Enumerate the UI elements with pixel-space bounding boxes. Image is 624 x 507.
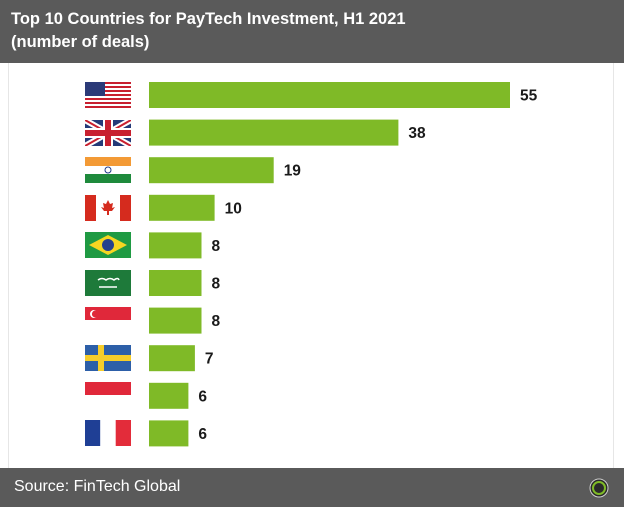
flag-brazil-icon <box>85 232 131 258</box>
chart-footer: Source: FinTech Global <box>0 468 624 507</box>
bar-singapore <box>149 307 202 334</box>
bar-united-states <box>149 82 510 108</box>
value-label-indonesia: 6 <box>198 388 207 405</box>
value-label-united-kingdom: 38 <box>408 125 426 142</box>
flag-singapore-icon <box>85 307 131 333</box>
flag-us-icon <box>85 82 131 108</box>
bar-france <box>149 420 189 447</box>
bars-group <box>149 82 510 447</box>
flag-indonesia-icon <box>85 382 131 408</box>
chart-header: Top 10 Countries for PayTech Investment,… <box>0 0 624 63</box>
value-label-singapore: 8 <box>212 313 221 330</box>
bar-indonesia <box>149 382 189 409</box>
value-label-saudi-arabia: 8 <box>212 276 221 293</box>
fintech-global-logo-icon <box>589 478 609 498</box>
bar-saudi-arabia <box>149 270 202 296</box>
value-label-india: 19 <box>284 163 302 180</box>
flag-saudi-arabia-icon <box>85 270 131 296</box>
bar-canada <box>149 194 215 221</box>
flag-france-icon <box>85 420 131 446</box>
bar-united-kingdom <box>149 119 399 146</box>
bar-sweden <box>149 345 195 372</box>
bar-brazil <box>149 232 202 259</box>
flag-uk-icon <box>85 120 131 146</box>
flag-canada-icon <box>85 195 131 221</box>
data-labels-group: 55 38 19 10 8 8 8 7 6 6 <box>198 88 537 443</box>
value-label-united-states: 55 <box>520 88 538 105</box>
chart-title-line-1: Top 10 Countries for PayTech Investment,… <box>11 10 406 28</box>
chart-title-line-2: (number of deals) <box>11 33 150 51</box>
value-label-brazil: 8 <box>212 238 221 255</box>
bar-india <box>149 157 274 184</box>
source-note: Source: FinTech Global <box>14 478 181 495</box>
bar-chart: 55 38 19 10 8 8 8 7 6 6 <box>85 82 538 447</box>
flag-sweden-icon <box>85 345 131 371</box>
value-label-france: 6 <box>198 426 207 443</box>
value-label-canada: 10 <box>225 200 242 217</box>
chart-frame <box>8 63 614 468</box>
flag-india-icon <box>85 157 131 183</box>
chart-title: Top 10 Countries for PayTech Investment,… <box>11 8 611 54</box>
value-label-sweden: 7 <box>205 351 214 368</box>
